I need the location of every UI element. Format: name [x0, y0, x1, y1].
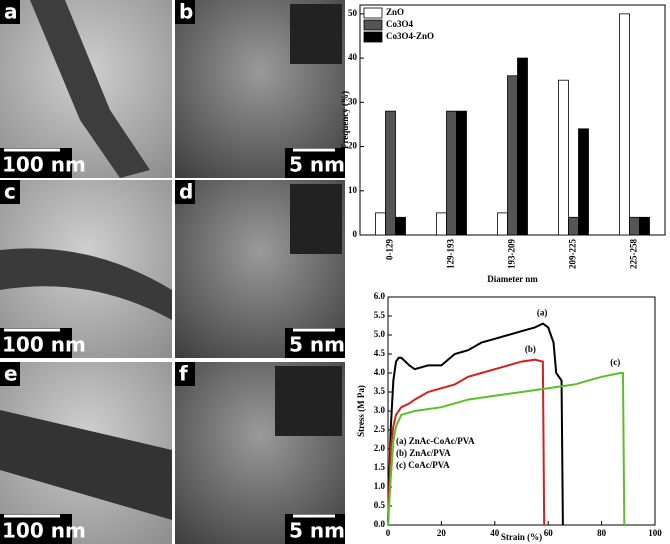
- x-tick-label: 193-209: [507, 239, 517, 269]
- y-axis-title: Frequency (%): [340, 91, 350, 149]
- y-tick-label: 30: [348, 96, 358, 106]
- y-tick-label: 0: [353, 229, 358, 239]
- scale-label: 5 nm: [289, 333, 345, 357]
- bar: [568, 216, 579, 236]
- panel-label: d: [179, 180, 193, 204]
- x-tick-label: 60: [544, 528, 554, 538]
- x-tick-label: 20: [437, 528, 447, 538]
- y-tick-label: 4.0: [374, 367, 386, 377]
- scale-bg: [285, 328, 345, 358]
- bar: [517, 57, 528, 236]
- y-tick-label: 40: [348, 52, 358, 62]
- scale-label: 100 nm: [2, 333, 86, 357]
- bar: [436, 212, 447, 236]
- line-chart: 0.0 0.5 1.0 1.5 2.0 2.5 3.0 3.5 4.0 4.5 5.0 5.5 6.0 0…: [356, 291, 662, 542]
- scale-label: 5 nm: [289, 519, 345, 543]
- x-tick-label: 129-193: [446, 239, 456, 269]
- label-bg: [0, 0, 20, 24]
- legend-swatch: [363, 19, 383, 31]
- scale-label: 100 nm: [2, 519, 86, 543]
- scale-bg: [0, 514, 72, 544]
- annotation: (c): [610, 357, 620, 367]
- diffraction: [275, 366, 342, 436]
- x-tick-label: 80: [597, 528, 607, 538]
- series-line: [387, 372, 626, 526]
- y-tick-label: 1.0: [374, 481, 386, 491]
- x-tick-label: 100: [648, 528, 662, 538]
- x-axis-title: Strain (%): [501, 532, 542, 542]
- image-labels: a 100 nm b 5 nm c 100 nm d 5 nm e 100 nm f 5 nm: [0, 0, 345, 544]
- nanofiber: [30, 0, 150, 178]
- series-line: [387, 358, 546, 526]
- diffraction: [290, 184, 342, 254]
- y-tick-label: 5.5: [374, 310, 386, 320]
- series-line: [387, 322, 564, 526]
- nanofiber: [0, 410, 172, 520]
- y-tick-label: 3.5: [374, 386, 386, 396]
- nanofiber: [0, 248, 172, 320]
- scale-bg: [285, 514, 345, 544]
- bar: [507, 75, 518, 236]
- bar: [639, 216, 650, 236]
- legend-swatch: [363, 31, 383, 43]
- y-tick-label: 2.5: [374, 424, 386, 434]
- x-tick-label: 0-129: [385, 239, 395, 260]
- bar: [385, 110, 396, 236]
- y-tick-label: 1.5: [374, 462, 386, 472]
- legend-label: Co3O4-ZnO: [386, 31, 434, 41]
- y-tick-label: 6.0: [374, 291, 386, 301]
- scale-label: 5 nm: [289, 153, 345, 177]
- label-bg: [0, 180, 20, 204]
- bar: [375, 212, 386, 236]
- x-tick-label: 209-225: [568, 239, 578, 269]
- y-tick-label: 0.0: [374, 519, 386, 529]
- y-tick-label: 5.0: [374, 329, 386, 339]
- panel-label: e: [4, 362, 18, 386]
- annotation: (a): [537, 308, 548, 318]
- scale-bg: [0, 328, 72, 358]
- label-bg: [0, 362, 20, 386]
- bar: [456, 110, 467, 236]
- label-bg: [175, 180, 195, 204]
- label-bg: [175, 362, 195, 386]
- bar: [629, 216, 640, 236]
- y-tick-label: 2.0: [374, 443, 386, 453]
- legend-label: (a) ZnAc-CoAc/PVA: [396, 436, 475, 446]
- y-tick-label: 50: [348, 8, 358, 18]
- legend-label: Co3O4: [386, 19, 414, 29]
- x-tick-label: 225-258: [629, 239, 639, 269]
- y-tick-label: 0.5: [374, 500, 386, 510]
- bar: [619, 13, 630, 236]
- x-axis-title: Diameter nm: [487, 274, 538, 284]
- scale-bg: [0, 148, 72, 178]
- bar: [395, 216, 406, 236]
- legend-label: ZnO: [386, 7, 404, 17]
- panel-label: a: [4, 0, 18, 24]
- bar: [578, 128, 589, 236]
- y-tick-label: 10: [348, 185, 358, 195]
- legend-label: (c) CoAc/PVA: [396, 460, 450, 470]
- y-axis-title: Stress (M Pa): [356, 385, 366, 437]
- legend-swatch: [363, 7, 383, 19]
- legend-label: (b) ZnAc/PVA: [396, 448, 451, 458]
- label-bg: [175, 0, 195, 24]
- y-tick-label: 4.5: [374, 348, 386, 358]
- bar: [446, 110, 457, 236]
- y-tick-label: 3.0: [374, 405, 386, 415]
- panel-label: c: [4, 180, 16, 204]
- panel-label: b: [179, 0, 193, 24]
- bar-chart: 0 10 20 30 40 50 Frequency (%) Diameter nm 0-129…: [340, 4, 666, 284]
- x-tick-label: 0: [386, 528, 391, 538]
- diffraction: [290, 4, 342, 64]
- tem-images: [0, 0, 345, 544]
- annotation: (b): [525, 344, 536, 354]
- scale-bg: [285, 148, 345, 178]
- panel-label: f: [179, 362, 188, 386]
- x-tick-label: 40: [490, 528, 500, 538]
- y-tick-label: 20: [348, 141, 358, 151]
- bar: [558, 79, 569, 236]
- scale-label: 100 nm: [2, 153, 86, 177]
- bar: [497, 212, 508, 236]
